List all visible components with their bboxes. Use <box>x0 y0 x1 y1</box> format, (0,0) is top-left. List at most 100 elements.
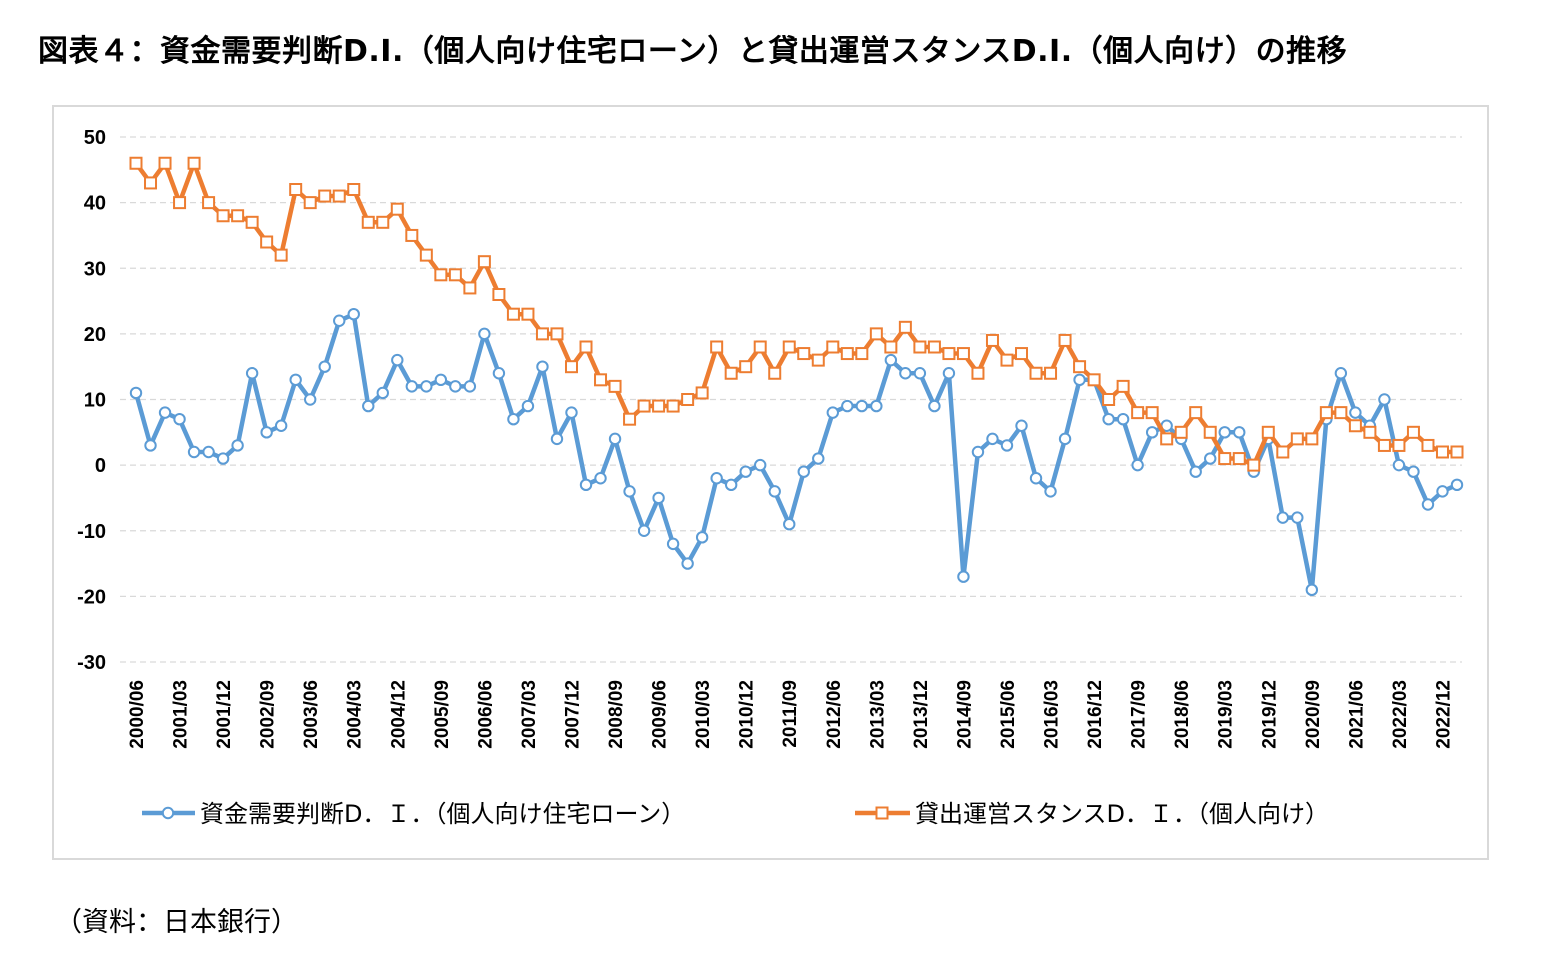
legend-label-series1: 資金需要判断D．Ｉ．（個人向け住宅ローン） <box>200 800 685 828</box>
series-2-point <box>1029 366 1043 380</box>
series-2-point <box>361 215 375 229</box>
y-tick-label: -10 <box>77 521 106 543</box>
series-2-point <box>1392 438 1406 452</box>
series-1 <box>129 307 1464 597</box>
series-1-point <box>754 458 767 472</box>
series-1-point <box>739 465 752 478</box>
series-1-point <box>187 445 201 459</box>
legend: 資金需要判断D．Ｉ．（個人向け住宅ローン） 貸出運営スタンスD．Ｉ．（個人向け） <box>142 800 1329 828</box>
series-1-point <box>666 537 680 551</box>
series-2-point <box>855 347 869 361</box>
series-1-point <box>1102 412 1115 426</box>
legend-item-series1: 資金需要判断D．Ｉ．（個人向け住宅ローン） <box>142 800 685 828</box>
series-2-point <box>594 373 608 387</box>
y-tick-label: 20 <box>84 324 106 346</box>
x-tick-label: 2021/06 <box>1346 680 1367 749</box>
series-1-point <box>942 367 956 380</box>
series-1-point <box>1029 472 1043 485</box>
series-1-point <box>681 557 694 570</box>
series-2-point <box>202 196 216 210</box>
series-1-point <box>1044 485 1057 498</box>
series-2-point <box>768 366 782 380</box>
series-1-point <box>405 380 419 393</box>
series-2-point <box>158 156 172 170</box>
series-2-point <box>608 379 622 393</box>
series-2-point <box>564 360 578 374</box>
x-tick-label: 2009/06 <box>650 680 671 749</box>
y-tick-label: 50 <box>84 127 106 149</box>
series-1-point <box>623 485 636 498</box>
series-1-point <box>173 412 186 426</box>
series-1-point <box>724 478 738 492</box>
series-2-point <box>231 209 245 223</box>
series-2-point <box>1290 432 1304 446</box>
series-2-point <box>303 196 317 210</box>
series-1-point <box>1233 426 1246 439</box>
series-1-point <box>826 406 839 419</box>
x-tick-label: 2020/09 <box>1303 680 1324 749</box>
x-tick-label: 2004/03 <box>345 680 366 749</box>
series-2-point <box>347 183 361 196</box>
series-2-point <box>884 340 898 354</box>
series-2-point <box>623 412 637 426</box>
series-2-point <box>927 340 941 354</box>
y-axis-ticks: 50 40 30 20 10 0 -10 -20 -30 <box>77 127 106 674</box>
series-2-point <box>1174 425 1188 439</box>
series-2-point <box>1058 333 1072 347</box>
series-1-point <box>841 399 854 413</box>
series-1-point <box>652 491 665 505</box>
series-1-point <box>463 380 477 393</box>
series-2-point <box>376 215 390 229</box>
series-2-point <box>390 202 404 216</box>
series-2-point <box>579 340 593 354</box>
series-1-point <box>216 452 230 465</box>
series-2-point <box>173 196 187 210</box>
series-2-point <box>710 340 724 354</box>
series-2-point <box>1116 379 1130 393</box>
series-2-point <box>942 347 956 361</box>
series-1-point <box>637 524 651 537</box>
series-1-point <box>245 367 259 380</box>
series-1-point <box>957 570 970 583</box>
y-tick-label: -20 <box>77 586 106 608</box>
x-tick-label: 2010/12 <box>737 680 758 749</box>
series-1-point <box>129 386 143 400</box>
series-lines <box>129 156 1464 597</box>
series-2-point <box>245 215 259 229</box>
x-axis-ticks: 2000/06 2001/03 2001/12 2002/09 2003/06 2004/… <box>127 680 1454 749</box>
series-1-point <box>1131 458 1144 472</box>
x-tick-label: 2018/06 <box>1172 680 1193 749</box>
series-1-point <box>274 419 288 432</box>
x-tick-label: 2007/12 <box>562 680 583 749</box>
x-tick-label: 2011/09 <box>780 680 801 748</box>
series-1-point <box>289 373 302 387</box>
legend-marker-series1 <box>161 806 175 820</box>
series-2-point <box>1319 406 1333 420</box>
series-2-point <box>216 209 230 223</box>
series-1-point <box>710 472 723 485</box>
series-2-point <box>289 183 303 196</box>
series-2-point <box>1363 425 1377 439</box>
series-2-point <box>1073 360 1087 374</box>
series-1-point <box>521 399 535 413</box>
series-1-point <box>536 360 549 373</box>
x-tick-label: 2012/06 <box>824 680 845 749</box>
x-tick-label: 2002/09 <box>258 680 279 749</box>
y-tick-label: 30 <box>84 258 106 280</box>
chart-title: 図表４：資金需要判断D.I.（個人向け住宅ローン）と貸出運営スタンスD.I.（個… <box>38 34 1348 69</box>
x-tick-label: 2016/12 <box>1085 680 1106 749</box>
y-tick-label: 40 <box>84 193 106 215</box>
series-1-point <box>1276 511 1290 524</box>
series-2-point <box>753 340 767 354</box>
x-tick-label: 2019/12 <box>1259 680 1280 749</box>
series-2-point <box>477 255 491 269</box>
series-1-point <box>449 380 462 393</box>
series-2-point <box>434 268 448 282</box>
series-1-point <box>1145 426 1159 439</box>
series-2-point <box>1145 406 1159 420</box>
series-1-point <box>913 367 927 380</box>
series-1-point <box>434 373 448 387</box>
series-2-point <box>1247 458 1261 472</box>
series-2-point <box>1189 406 1203 420</box>
